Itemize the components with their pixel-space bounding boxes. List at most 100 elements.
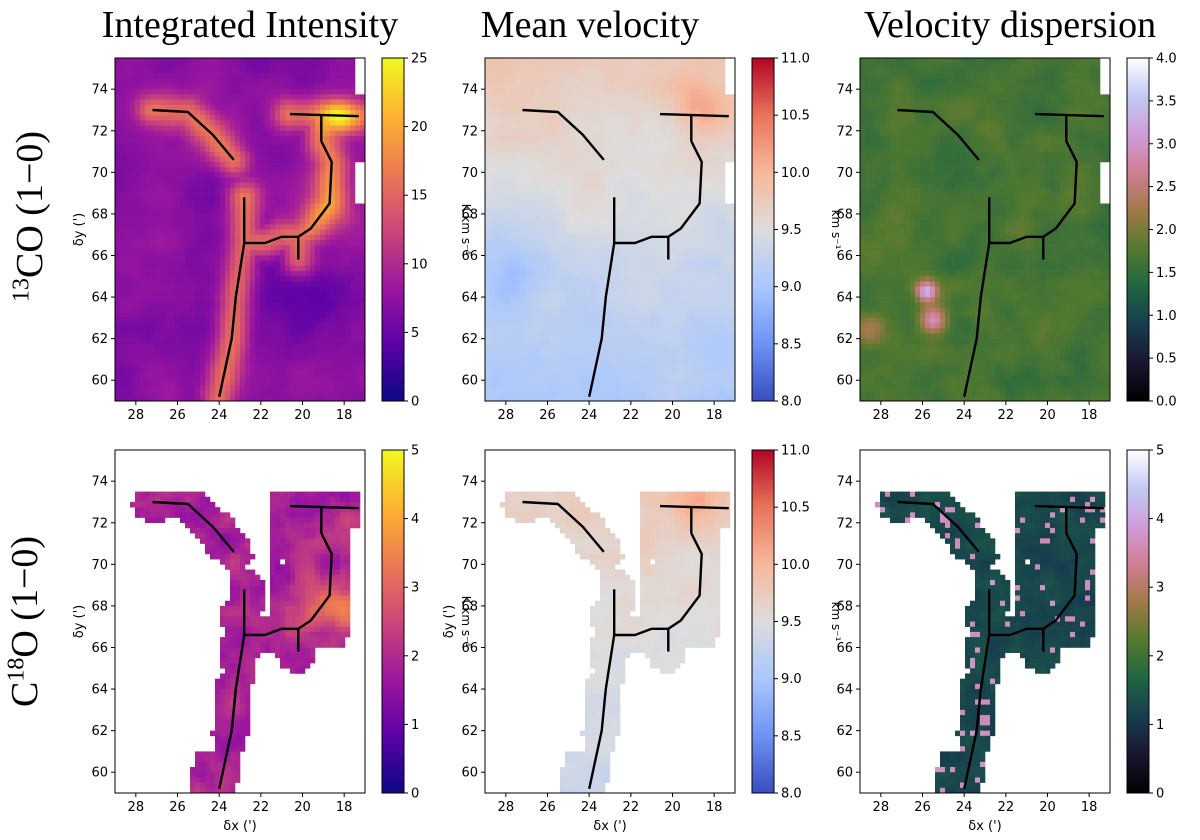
x-tick-label: 20 [664, 800, 681, 815]
skeleton-filament [989, 627, 1044, 637]
x-tick-label: 26 [169, 800, 186, 815]
skeleton-filament [614, 627, 669, 637]
panel-p12: 28 26 24 22 20 18 60 62 64 66 68 70 72 74 8.0 8.5 9.0 9.5… [461, 52, 843, 424]
x-tick-label: 24 [956, 800, 973, 815]
y-tick-label: 64 [836, 291, 853, 306]
x-tick-label: 22 [253, 800, 270, 815]
y-tick-label: 72 [461, 124, 478, 139]
colorbar-tick-label: 9.5 [781, 615, 802, 630]
x-tick-label: 24 [581, 408, 598, 423]
y-tick-label: 62 [91, 332, 108, 347]
axes-frame [484, 57, 736, 402]
colorbar-tick-label: 15 [411, 189, 428, 204]
x-tick-label: 24 [211, 800, 228, 815]
colorbar-label: K km s⁻¹ [459, 596, 473, 648]
skeleton-filament [667, 532, 703, 630]
x-tick-label: 28 [128, 408, 145, 423]
colorbar-tick-label: 10.0 [781, 166, 810, 181]
y-tick-label: 66 [836, 249, 853, 264]
y-tick-label: 70 [836, 166, 853, 181]
colorbar-tick-label: 9.0 [781, 672, 802, 687]
y-axis-label: δy (') [442, 605, 457, 639]
x-tick-label: 20 [664, 408, 681, 423]
colorbar-tick-label: 3 [411, 581, 419, 596]
y-tick-label: 70 [91, 166, 108, 181]
x-tick-label: 28 [873, 408, 890, 423]
colorbar-tick-label: 0 [1156, 787, 1164, 802]
y-tick-label: 68 [91, 207, 108, 222]
y-tick-label: 74 [91, 83, 108, 98]
x-tick-label: 20 [1039, 800, 1056, 815]
skeleton-filament [522, 500, 605, 553]
y-tick-label: 74 [836, 83, 853, 98]
x-tick-label: 22 [623, 408, 640, 423]
skeleton-filament [897, 500, 980, 553]
x-tick-label: 26 [539, 800, 556, 815]
x-tick-label: 22 [253, 408, 270, 423]
y-tick-label: 62 [91, 724, 108, 739]
colorbar-tick-label: 11.0 [781, 52, 810, 67]
skeleton-filament [963, 634, 991, 790]
x-tick-label: 24 [211, 408, 228, 423]
skeleton-filament [588, 242, 616, 398]
y-tick-label: 66 [836, 641, 853, 656]
y-tick-label: 72 [461, 516, 478, 531]
x-tick-label: 28 [873, 800, 890, 815]
skeleton-filament [1034, 504, 1104, 510]
x-tick-label: 26 [169, 408, 186, 423]
skeleton-filament [289, 112, 359, 118]
x-tick-label: 18 [706, 408, 723, 423]
skeleton-filament [218, 242, 246, 398]
colorbar-label: km s⁻¹ [829, 210, 843, 250]
y-tick-label: 74 [836, 475, 853, 490]
colorbar-tick-label: 4.0 [1156, 52, 1177, 67]
y-tick-label: 62 [461, 724, 478, 739]
colorbar-tick-label: 2 [1156, 649, 1164, 664]
y-tick-label: 68 [461, 207, 478, 222]
y-axis-label: δy (') [72, 605, 87, 639]
skeleton-filament [963, 242, 991, 398]
x-tick-label: 26 [914, 408, 931, 423]
colorbar-tick-label: 1 [1156, 718, 1164, 733]
y-tick-label: 70 [91, 558, 108, 573]
colorbar-tick-label: 10.5 [781, 501, 810, 516]
heatmap-p23 [875, 491, 1106, 794]
y-tick-label: 62 [836, 332, 853, 347]
colorbar-tick-label: 2.5 [1156, 180, 1177, 195]
panel-p13: 28 26 24 22 20 18 60 62 64 66 68 70 72 74 0.0 0.5 1.0 1.5… [836, 52, 1177, 424]
x-axis-label: δx (') [968, 819, 1002, 834]
axes-frame [859, 57, 1111, 402]
colorbar-tick-label: 8.5 [781, 729, 802, 744]
y-tick-label: 74 [461, 83, 478, 98]
x-tick-label: 28 [498, 408, 515, 423]
colorbar-tick-label: 5 [411, 326, 419, 341]
x-tick-label: 28 [128, 800, 145, 815]
y-tick-label: 60 [91, 374, 108, 389]
x-tick-label: 22 [998, 408, 1015, 423]
colorbar-tick-label: 3.5 [1156, 94, 1177, 109]
colorbar-tick-label: 1 [411, 718, 419, 733]
axes-frame [484, 449, 736, 794]
y-tick-label: 72 [836, 124, 853, 139]
colorbar-tick-label: 9.0 [781, 280, 802, 295]
x-tick-label: 18 [336, 408, 353, 423]
heatmap-p12 [485, 58, 736, 402]
x-tick-label: 22 [623, 800, 640, 815]
skeleton-filament [1034, 112, 1104, 118]
colorbar-tick-label: 9.5 [781, 223, 802, 238]
x-tick-label: 22 [998, 800, 1015, 815]
y-tick-label: 60 [836, 766, 853, 781]
colorbar-tick-label: 2 [411, 649, 419, 664]
colorbar-tick-label: 25 [411, 52, 428, 67]
y-tick-label: 66 [91, 249, 108, 264]
colorbar-label: km s⁻¹ [829, 602, 843, 642]
colorbar-tick-label: 5 [1156, 444, 1164, 459]
x-tick-label: 20 [294, 800, 311, 815]
colorbar-p22 [751, 449, 775, 794]
colorbar-tick-label: 2.0 [1156, 223, 1177, 238]
x-tick-label: 26 [914, 800, 931, 815]
skeleton-filament [152, 500, 235, 553]
x-tick-label: 18 [336, 800, 353, 815]
skeleton-filament [897, 108, 980, 161]
